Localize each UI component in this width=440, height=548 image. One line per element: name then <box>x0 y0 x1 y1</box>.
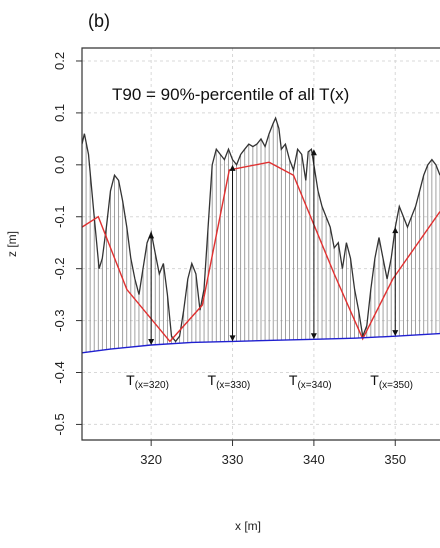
y-tick-label: -0.1 <box>52 206 67 228</box>
vertical-hatch-lines <box>82 123 440 353</box>
t-label: T(x=320) <box>126 372 169 391</box>
t-arrow-head-up <box>148 232 155 239</box>
t-arrow-head-down <box>229 335 236 342</box>
x-tick-label: 340 <box>303 452 325 467</box>
t-arrow-head-up <box>392 227 399 234</box>
y-axis-label: z [m] <box>5 231 19 257</box>
y-tick-label: -0.5 <box>52 413 67 435</box>
x-tick-label: 350 <box>384 452 406 467</box>
x-tick-label: 330 <box>222 452 244 467</box>
chart-annotation: T90 = 90%-percentile of all T(x) <box>112 85 349 104</box>
t-arrows <box>148 149 399 345</box>
x-tick-label: 320 <box>140 452 162 467</box>
baseline-line <box>82 332 440 354</box>
t-labels: T(x=320) T(x=330) T(x=340) T(x=350) <box>126 372 413 391</box>
panel-label: (b) <box>88 11 110 31</box>
y-tick-label: -0.3 <box>52 309 67 331</box>
t-arrow-head-down <box>392 330 399 337</box>
grid-lines <box>82 48 440 440</box>
y-tick-label: -0.2 <box>52 257 67 279</box>
y-tick-label: -0.4 <box>52 361 67 383</box>
x-axis-label: x [m] <box>235 519 261 533</box>
t-label: T(x=340) <box>289 372 332 391</box>
t-arrow-head-down <box>148 338 155 345</box>
t-arrow-head-up <box>229 164 236 171</box>
envelope-line <box>82 161 440 343</box>
axis-ticks: 320 330 340 350 0.2 0.1 0.0 -0.1 -0.2 -0.3 -0.4 -0.… <box>52 52 406 467</box>
t-arrow-head-up <box>310 149 317 156</box>
y-tick-label: 0.0 <box>52 156 67 174</box>
plot-frame <box>81 47 440 441</box>
t-label: T(x=350) <box>370 372 413 391</box>
t-label: T(x=330) <box>208 372 251 391</box>
t-arrow-head-down <box>310 333 317 340</box>
y-tick-label: 0.2 <box>52 52 67 70</box>
surface-profile-line <box>82 116 440 343</box>
y-tick-label: 0.1 <box>52 104 67 122</box>
